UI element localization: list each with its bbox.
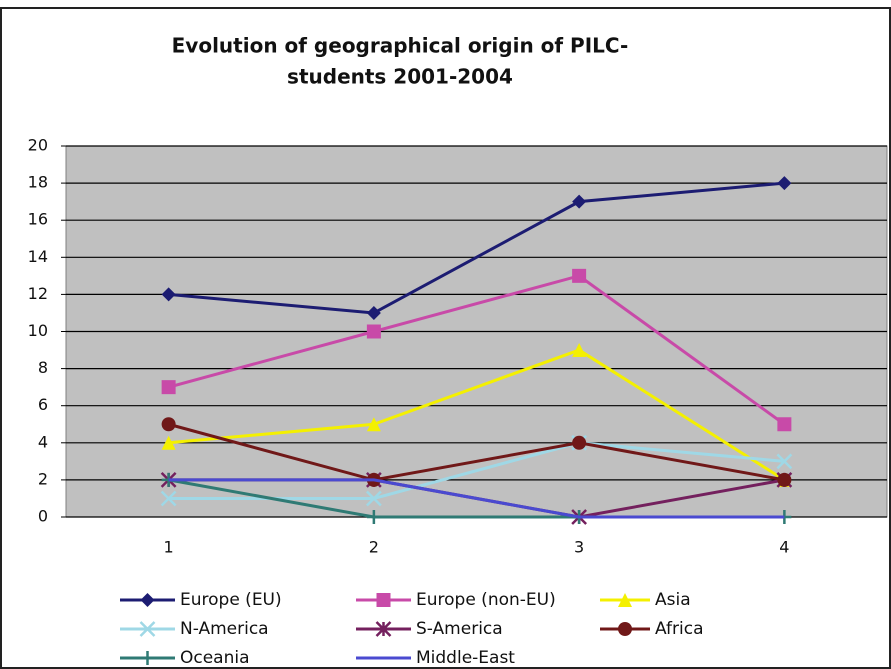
marker (375, 621, 392, 637)
y-tick-label: 8 (38, 358, 48, 377)
marker (140, 593, 155, 607)
x-tick-label: 3 (574, 538, 584, 557)
legend-item: N-America (120, 619, 269, 639)
marker (776, 453, 793, 470)
series-line (168, 181, 785, 315)
legend-label: S-America (416, 619, 503, 639)
y-tick-label: 4 (38, 432, 48, 451)
legend-item: Middle-East (356, 648, 515, 668)
marker (572, 435, 587, 450)
marker (140, 651, 155, 665)
y-tick-label: 20 (28, 136, 48, 155)
chart-title: Evolution of geographical origin of PILC… (172, 34, 629, 58)
marker (572, 343, 587, 358)
series-line (168, 478, 785, 519)
y-tick-label: 14 (28, 247, 48, 266)
y-tick-label: 2 (38, 469, 48, 488)
y-tick-label: 18 (28, 173, 48, 192)
marker (777, 176, 792, 191)
marker (161, 380, 176, 395)
marker (366, 510, 381, 524)
legend-label: Africa (655, 619, 704, 639)
legend-label: Oceania (180, 648, 250, 668)
series-line (168, 348, 786, 482)
y-tick-label: 6 (38, 395, 48, 414)
x-tick-label: 1 (164, 538, 174, 557)
marker (366, 417, 381, 432)
series-line (168, 274, 786, 426)
legend-item: Oceania (120, 648, 250, 668)
legend-item: Africa (600, 619, 704, 639)
marker (365, 490, 382, 507)
marker (777, 417, 792, 432)
marker (366, 324, 381, 339)
marker (376, 593, 391, 607)
marker (139, 621, 156, 637)
legend-label: Europe (non-EU) (416, 590, 556, 610)
marker (160, 490, 177, 507)
marker (572, 194, 587, 209)
legend-item: S-America (356, 619, 503, 639)
y-tick-label: 12 (28, 284, 48, 303)
legend-label: Middle-East (416, 648, 515, 668)
y-tick-label: 16 (28, 210, 48, 229)
legend-item: Europe (EU) (120, 590, 282, 610)
y-tick-label: 0 (38, 507, 48, 526)
legend-label: N-America (180, 619, 269, 639)
marker (161, 417, 176, 432)
marker (161, 287, 176, 302)
marker (161, 435, 176, 450)
marker (618, 593, 632, 607)
marker (777, 472, 792, 487)
x-tick-label: 4 (779, 538, 789, 557)
series-line (168, 422, 785, 482)
legend-item: Asia (600, 590, 691, 610)
marker (618, 622, 632, 636)
y-tick-label: 10 (28, 321, 48, 340)
x-tick-label: 2 (369, 538, 379, 557)
marker (366, 305, 381, 320)
chart-title: students 2001-2004 (287, 65, 513, 89)
legend-item: Europe (non-EU) (356, 590, 556, 610)
marker (572, 268, 587, 283)
legend-label: Asia (655, 590, 691, 610)
legend-label: Europe (EU) (180, 590, 282, 610)
